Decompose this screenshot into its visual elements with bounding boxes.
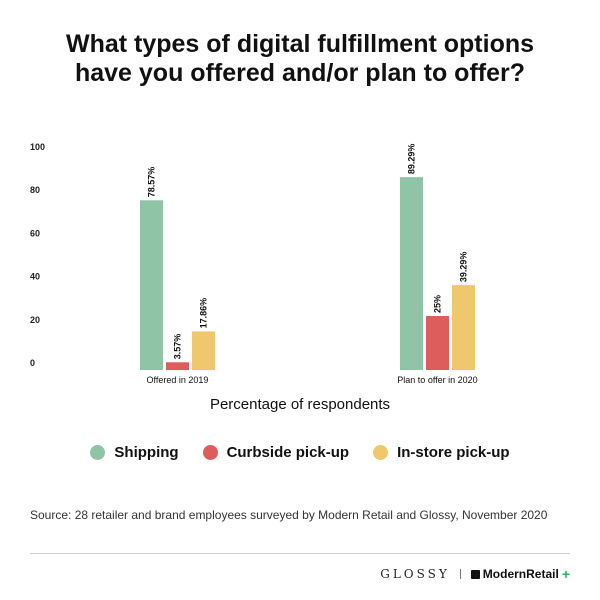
legend-dot-curbside — [202, 445, 218, 460]
y-tick-label: 60 — [30, 228, 40, 238]
y-tick-label: 40 — [30, 272, 40, 282]
data-label: 39.29% — [459, 252, 469, 283]
modern-retail-wordmark: ModernRetail — [482, 567, 559, 581]
bar-shipping-1 — [400, 177, 423, 370]
legend-label-shipping: Shipping — [114, 444, 179, 461]
glossy-logo: GLOSSY — [380, 567, 450, 581]
y-tick-label: 20 — [30, 315, 40, 325]
bar-in-store-pick-up-0 — [192, 331, 215, 370]
legend-item-shipping: Shipping — [90, 444, 179, 461]
footer-divider — [30, 553, 570, 554]
legend-dot-shipping — [90, 445, 106, 460]
chart-title-line-2: have you offered and/or plan to offer? — [74, 59, 526, 87]
chart-title-line-1: What types of digital fulfillment option… — [65, 30, 535, 58]
bar-curbside-pick-up-1 — [426, 316, 449, 370]
data-label: 89.29% — [407, 144, 417, 175]
y-tick-label: 100 — [30, 142, 45, 152]
bar-in-store-pick-up-1 — [452, 285, 475, 370]
x-tick-label: Offered in 2019 — [147, 375, 209, 385]
legend-item-curbside: Curbside pick-up — [202, 444, 350, 461]
chart-title: What types of digital fulfillment option… — [0, 30, 600, 88]
footer-logos: GLOSSY ModernRetail + — [380, 567, 570, 581]
data-label: 25% — [433, 295, 443, 313]
data-label: 17.86% — [199, 298, 209, 329]
modern-retail-logo: ModernRetail + — [470, 566, 570, 582]
legend-item-instore: In-store pick-up — [373, 444, 510, 461]
logo-separator — [459, 569, 461, 579]
plus-icon: + — [561, 566, 570, 582]
legend: Shipping Curbside pick-up In-store pick-… — [0, 444, 600, 461]
x-axis-label: Percentage of respondents — [209, 396, 391, 413]
x-tick-label: Plan to offer in 2020 — [397, 375, 477, 385]
y-tick-label: 80 — [30, 185, 40, 195]
legend-dot-instore — [373, 445, 389, 460]
y-tick-label: 0 — [30, 358, 35, 368]
bar-shipping-0 — [140, 200, 163, 370]
legend-label-curbside: Curbside pick-up — [226, 444, 350, 461]
modern-retail-mark-icon — [470, 569, 480, 579]
source-note: Source: 28 retailer and brand employees … — [30, 508, 548, 522]
bar-curbside-pick-up-0 — [166, 362, 189, 370]
data-label: 3.57% — [173, 334, 183, 360]
legend-label-instore: In-store pick-up — [397, 444, 510, 461]
bar-chart: 0 20 40 60 80 100 78.57% 3.57% 17.86% Offered in … — [30, 142, 478, 385]
data-label: 78.57% — [147, 167, 157, 198]
